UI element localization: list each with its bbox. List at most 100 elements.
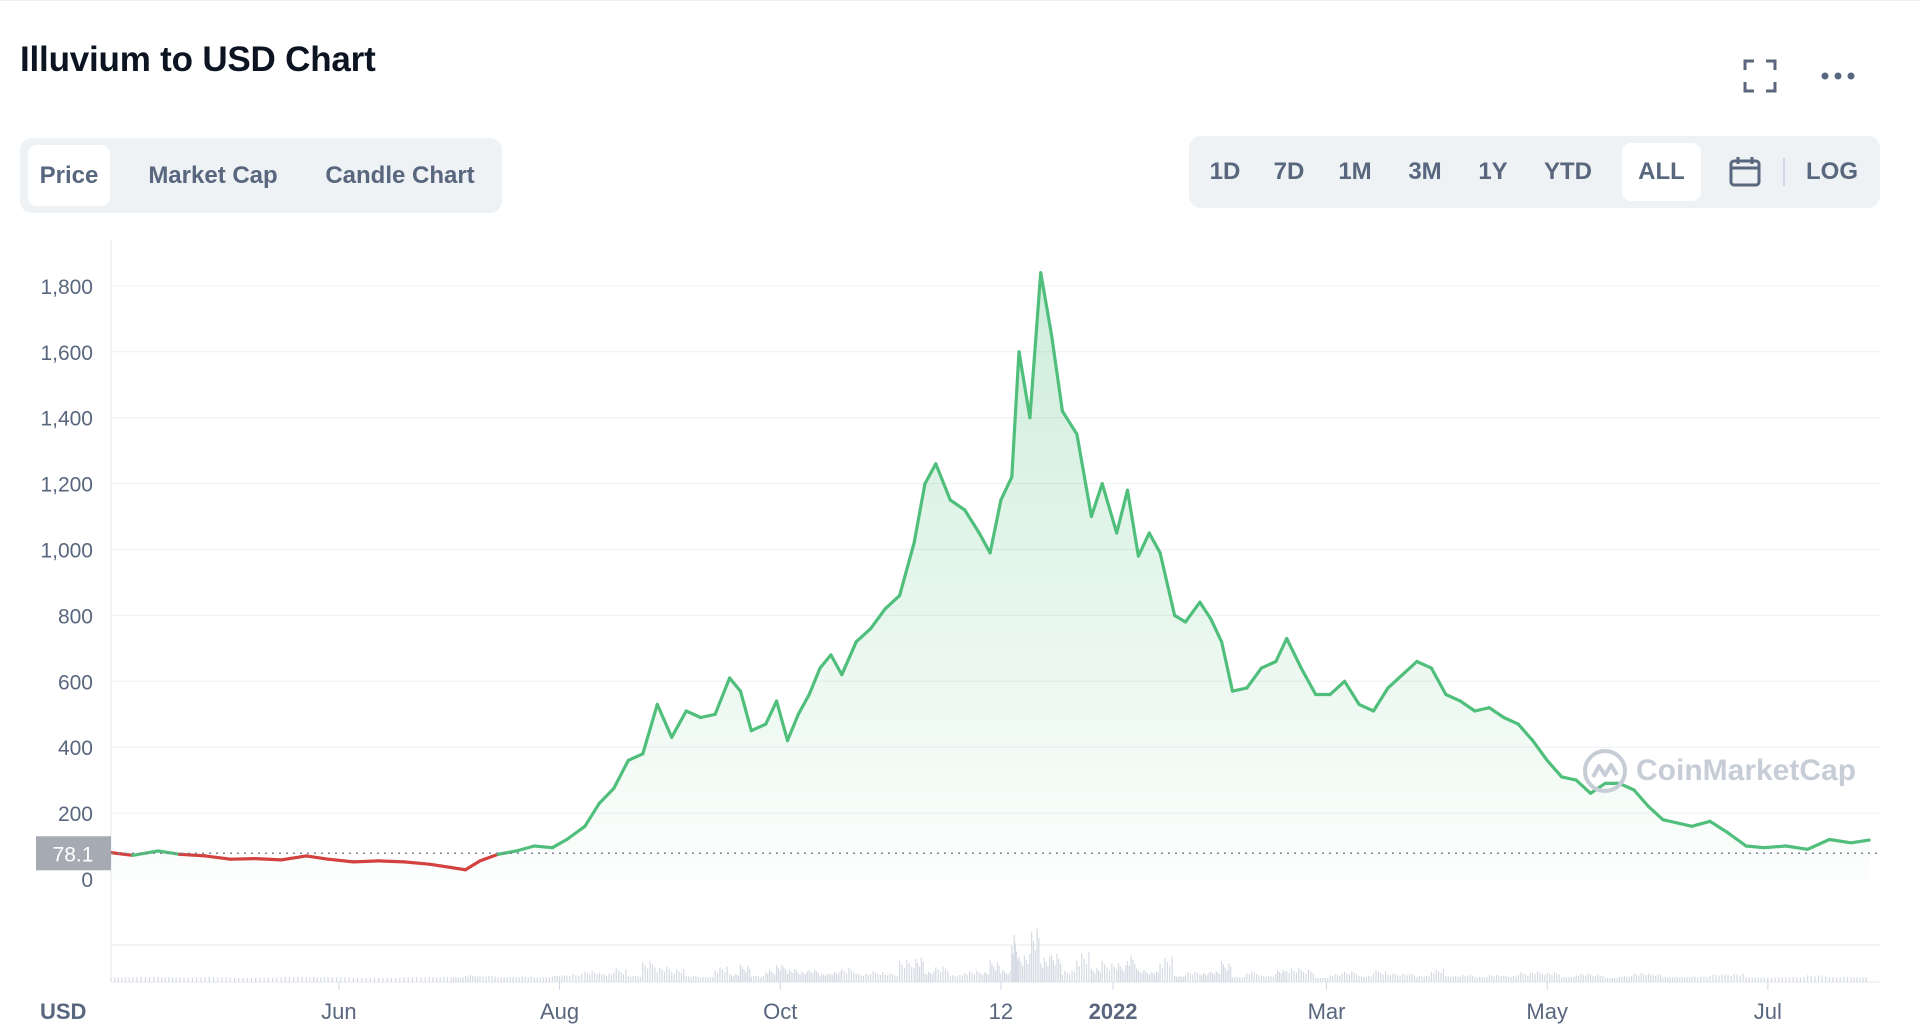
price-line-segment — [1502, 715, 1520, 726]
price-line-segment — [279, 854, 308, 862]
price-line-segment — [1690, 819, 1712, 828]
reference-price-label: 78.1 — [53, 843, 94, 866]
price-line-segment — [1060, 409, 1079, 436]
price-line-segment — [999, 475, 1014, 502]
y-tick-label: 1,600 — [40, 342, 93, 365]
y-tick-label: 0 — [81, 869, 93, 892]
price-line-segment — [1708, 819, 1730, 835]
price-line-segment — [254, 856, 283, 862]
price-line-segment — [1357, 702, 1376, 713]
price-line-segment — [514, 844, 536, 853]
price-line-segment — [641, 702, 659, 756]
coinmarketcap-watermark: CoinMarketCap — [1582, 748, 1856, 794]
price-line-segment — [1089, 482, 1104, 519]
price-line-segment — [1039, 271, 1054, 337]
price-line-segment — [304, 854, 330, 861]
price-line-segment — [1183, 600, 1202, 624]
price-line-segment — [923, 462, 938, 486]
price-line-segment — [228, 856, 258, 861]
price-line-segment — [988, 498, 1003, 555]
y-tick-label: 200 — [58, 803, 93, 826]
price-line-segment — [1805, 837, 1832, 851]
price-line-segment — [1661, 818, 1680, 825]
price-line-segment — [670, 709, 688, 739]
price-line-segment — [109, 850, 135, 857]
price-line-segment — [1371, 686, 1390, 713]
price-line-segment — [131, 849, 160, 857]
price-line-segment — [1259, 659, 1278, 670]
price-line-segment — [1285, 636, 1303, 670]
y-tick-label: 1,200 — [40, 474, 93, 497]
range-7d[interactable]: 7D — [1273, 158, 1305, 185]
tab-price[interactable]: Price — [28, 145, 110, 206]
range-3m[interactable]: 3M — [1408, 158, 1442, 185]
range-1d[interactable]: 1D — [1209, 158, 1241, 185]
price-line-segment — [1274, 636, 1289, 664]
price-line-segment — [178, 852, 207, 858]
price-line-segment — [1136, 531, 1151, 558]
price-line-segment — [963, 508, 981, 535]
price-line-segment — [463, 859, 482, 872]
tab-candle-chart[interactable]: Candle Chart — [325, 162, 475, 189]
x-tick-label: Jul — [1754, 999, 1782, 1024]
chart-type-tabs: Price Market Cap Candle Chart — [20, 138, 502, 213]
price-line-segment — [496, 849, 518, 856]
top-divider — [0, 0, 1920, 1]
price-line-segment — [1726, 831, 1748, 848]
price-line-segment — [897, 541, 916, 598]
price-line-segment — [478, 852, 500, 863]
range-ytd[interactable]: YTD — [1544, 158, 1592, 185]
price-line-segment — [655, 702, 674, 739]
price-line-segment — [1516, 722, 1535, 743]
y-tick-label: 600 — [58, 671, 93, 694]
price-line-segment — [626, 752, 645, 763]
price-line-segment — [1100, 482, 1119, 535]
price-line-segment — [1386, 673, 1405, 690]
price-line-segment — [1147, 531, 1162, 555]
price-line-segment — [774, 699, 790, 743]
price-line-segment — [1429, 666, 1448, 697]
price-line-segment — [829, 653, 844, 677]
more-icon[interactable] — [1818, 58, 1858, 94]
price-line-segment — [1473, 706, 1491, 713]
price-line-segment — [1784, 844, 1810, 851]
price-line-segment — [1219, 640, 1235, 693]
price-line-segment — [796, 692, 811, 716]
price-line-segment — [1299, 666, 1318, 697]
price-line-segment — [1545, 758, 1564, 779]
price-line-segment — [1245, 666, 1264, 690]
currency-label: USD — [40, 999, 86, 1024]
expand-icon[interactable] — [1742, 58, 1778, 94]
price-line-segment — [727, 676, 743, 693]
price-line-segment — [749, 722, 768, 733]
time-range-selector: 1D 7D 1M 3M 1Y YTD ALL LOG — [1189, 136, 1880, 208]
page-title: Illuvium to USD Chart — [20, 40, 376, 79]
price-line-segment — [1010, 350, 1021, 479]
price-line-segment — [1172, 613, 1188, 624]
range-1y[interactable]: 1Y — [1478, 158, 1508, 185]
price-line-segment — [449, 865, 468, 872]
price-line-segment — [1209, 617, 1224, 644]
price-line-segment — [1849, 838, 1871, 845]
range-all[interactable]: ALL — [1622, 143, 1701, 201]
price-line-segment — [883, 593, 902, 611]
log-scale-toggle[interactable]: LOG — [1806, 158, 1858, 185]
price-line-segment — [1125, 488, 1141, 558]
price-line-segment — [583, 801, 602, 828]
price-line-segment — [713, 676, 732, 716]
price-line-segment — [1487, 706, 1506, 720]
tab-market-cap[interactable]: Market Cap — [148, 162, 278, 189]
price-line-segment — [1574, 778, 1593, 795]
price-line-segment — [351, 859, 381, 864]
x-tick-label: Mar — [1308, 999, 1346, 1024]
range-1m[interactable]: 1M — [1338, 158, 1372, 185]
price-line-segment — [764, 699, 779, 726]
x-tick-label: Jun — [321, 999, 356, 1024]
reference-price-badge — [36, 836, 111, 871]
price-line-segment — [934, 462, 952, 502]
price-line-segment — [1049, 333, 1065, 413]
y-tick-label: 1,400 — [40, 408, 93, 431]
calendar-icon[interactable] — [1715, 143, 1775, 201]
price-line-segment — [1017, 350, 1032, 420]
price-line-segment — [912, 482, 927, 545]
